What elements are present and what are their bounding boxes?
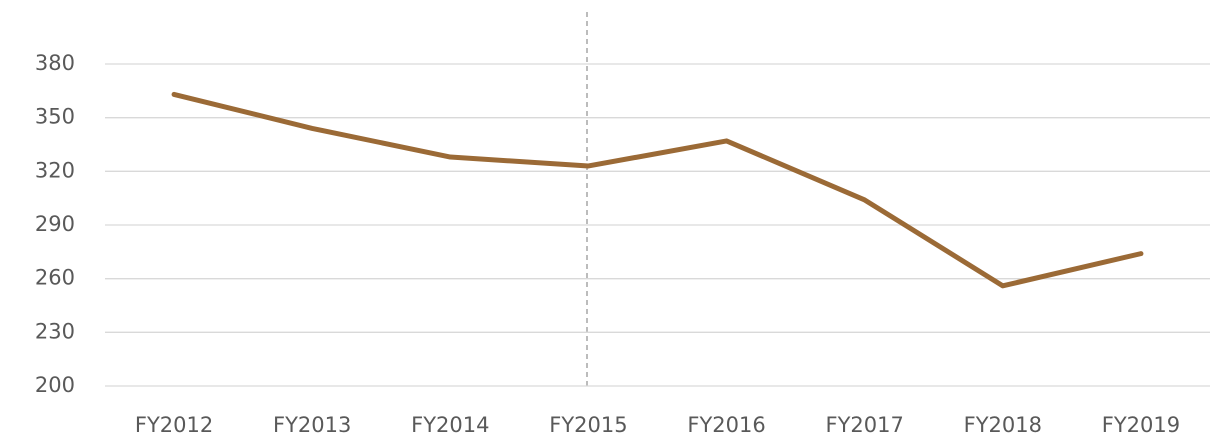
y-tick-label: 290 [35, 212, 75, 236]
y-tick-label: 350 [35, 105, 75, 129]
x-tick-label: FY2016 [687, 413, 765, 434]
y-tick-label: 200 [35, 373, 75, 397]
data-line [171, 91, 1144, 289]
x-tick-label: FY2015 [549, 413, 627, 434]
y-tick-label: 230 [35, 319, 75, 343]
y-tick-label: 260 [35, 266, 75, 290]
y-tick-label: 320 [35, 158, 75, 182]
x-tick-label: FY2019 [1102, 413, 1180, 434]
x-tick-label: FY2012 [135, 413, 213, 434]
x-tick-label: FY2014 [411, 413, 489, 434]
x-tick-label: FY2013 [273, 413, 351, 434]
x-tick-label: FY2017 [826, 413, 904, 434]
x-tick-label: FY2018 [964, 413, 1042, 434]
y-tick-label: 380 [35, 51, 75, 75]
